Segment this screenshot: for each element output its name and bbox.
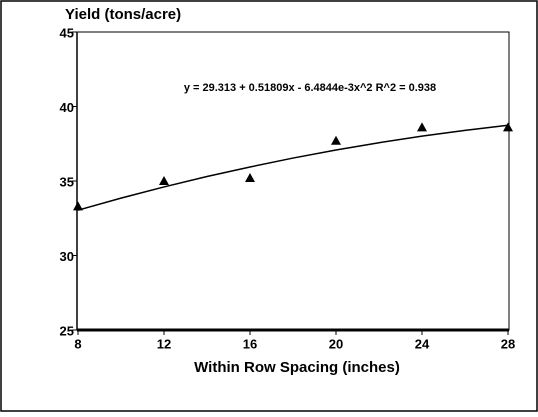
x-tick-label: 8 — [74, 336, 81, 351]
plot-border — [76, 31, 510, 331]
marker — [73, 201, 83, 211]
y-tick-label: 30 — [60, 249, 74, 264]
x-tick-label: 16 — [243, 336, 257, 351]
y-axis-label: Yield (tons/acre) — [65, 6, 181, 23]
x-tick-label: 12 — [157, 336, 171, 351]
y-tick-label: 40 — [60, 100, 74, 115]
y-tick-label: 25 — [60, 323, 74, 338]
y-tick-label: 35 — [60, 174, 74, 189]
x-tick-label: 24 — [415, 336, 430, 351]
annotation: y = 29.313 + 0.51809x - 6.4844e-3x^2 R^2… — [184, 82, 436, 94]
marker — [159, 176, 169, 185]
x-tick-label: 28 — [501, 336, 515, 351]
y-tick-label: 45 — [60, 25, 74, 40]
fit-line — [77, 124, 509, 211]
marker — [503, 122, 513, 132]
x-tick-label: 20 — [329, 336, 343, 351]
marker — [245, 173, 255, 183]
marker — [331, 135, 341, 145]
x-axis-label: Within Row Spacing (inches) — [194, 359, 400, 376]
marker — [417, 122, 427, 132]
